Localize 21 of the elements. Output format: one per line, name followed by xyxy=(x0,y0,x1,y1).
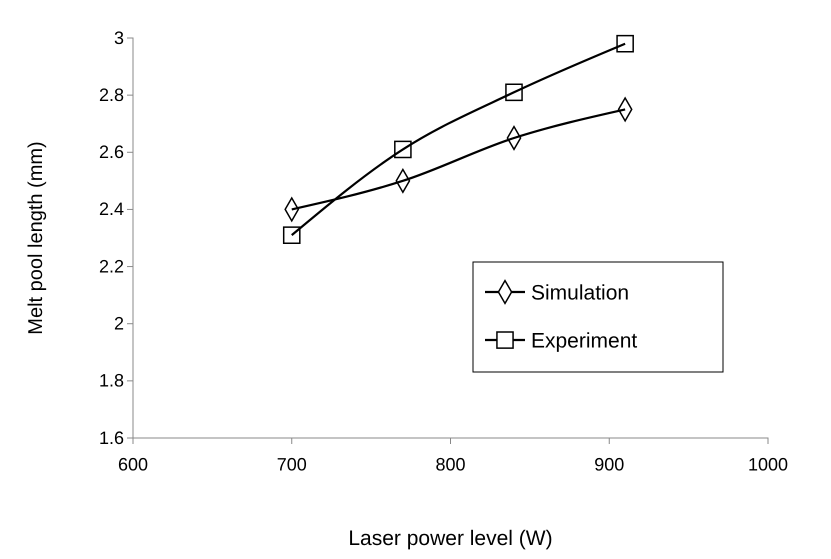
x-tick-label: 800 xyxy=(435,454,466,474)
y-tick-label: 3 xyxy=(114,28,124,48)
point xyxy=(282,226,301,244)
y-tick-label: 2.2 xyxy=(98,256,124,276)
x-axis-title: Laser power level (W) xyxy=(348,527,553,550)
y-axis-title: Melt pool length (mm) xyxy=(25,141,47,335)
y-tick-label: 2.4 xyxy=(98,199,124,220)
y-tick-label: 2.8 xyxy=(98,84,124,105)
y-tick-label: 2.6 xyxy=(98,142,124,162)
x-tick-label: 1000 xyxy=(748,454,788,474)
y-tick-label: 2 xyxy=(114,313,124,334)
legend-label: Experiment xyxy=(531,329,638,352)
x-tick-label: 700 xyxy=(276,454,307,474)
x-tick-label: 600 xyxy=(118,454,148,474)
y-tick-label: 1.6 xyxy=(98,428,124,448)
x-tick-label: 900 xyxy=(594,454,624,474)
point xyxy=(505,83,523,102)
point xyxy=(616,34,634,53)
legend-label: Simulation xyxy=(531,281,630,304)
point xyxy=(394,140,412,158)
y-tick-label: 1.8 xyxy=(98,370,124,391)
